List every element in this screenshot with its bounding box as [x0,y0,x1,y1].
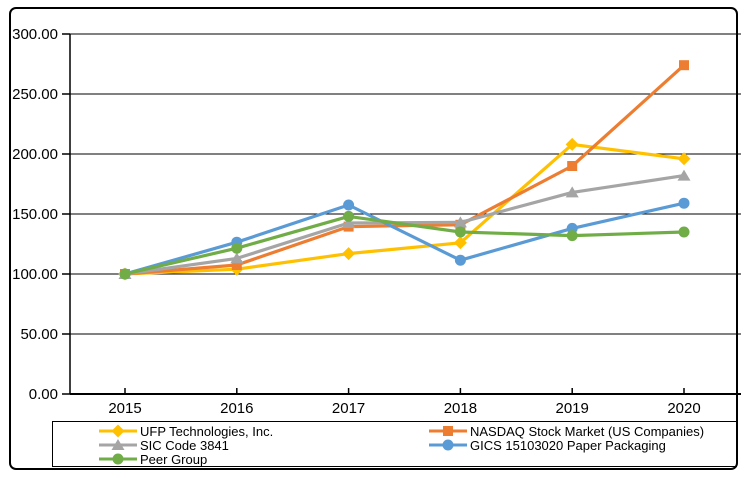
legend-item-nasdaq-stock-market-us-companies: NASDAQ Stock Market (US Companies) [429,424,736,438]
circle-marker-icon [99,453,137,465]
y-axis-labels: 0.00 50.00 100.00 150.00 200.00 250.00 300.00 [12,26,58,403]
y-tick-label: 250.00 [12,86,58,103]
legend-item-ufp-technologies-inc: UFP Technologies, Inc. [99,424,429,438]
y-tick-label: 0.00 [29,386,58,403]
legend-label: Peer Group [140,451,208,467]
series-lines [118,60,691,281]
performance-chart: 0.0050.00100.00150.00200.00250.00300.00 … [12,26,741,417]
axes [62,33,685,395]
legend-label: UFP Technologies, Inc. [140,423,274,439]
gridlines [70,33,741,395]
y-tick-label: 100.00 [12,266,58,283]
triangle-marker-icon [99,439,137,450]
legend-label: NASDAQ Stock Market (US Companies) [470,423,705,439]
x-tick-label: 2018 [444,400,477,417]
y-tick-label: 300.00 [12,26,58,43]
circle-marker-icon [429,439,467,451]
x-tick-label: 2015 [108,400,141,417]
y-tick-label: 200.00 [12,146,58,163]
x-axis-labels: 2015 2016 2017 2018 2019 2020 [108,400,700,417]
legend-item-gics-15103020-paper-packaging: GICS 15103020 Paper Packaging [429,438,736,452]
series-ufp-technologies-inc [118,137,691,281]
series-peer-group [119,210,690,280]
y-tick-label: 50.00 [20,326,58,343]
series-nasdaq-stock-market-us-companies [120,60,689,279]
diamond-marker-icon [99,424,137,438]
legend-label: GICS 15103020 Paper Packaging [470,437,666,453]
x-tick-label: 2017 [332,400,365,417]
square-marker-icon [429,426,467,436]
legend-item-sic-code-3841: SIC Code 3841 [99,438,429,452]
legend-item-peer-group: Peer Group [99,452,429,466]
x-tick-label: 2019 [556,400,589,417]
y-tick-label: 150.00 [12,206,58,223]
legend: UFP Technologies, Inc. NASDAQ Stock Marke… [52,421,737,467]
x-tick-label: 2020 [667,400,700,417]
x-tick-label: 2016 [220,400,253,417]
legend-label: SIC Code 3841 [140,437,229,453]
